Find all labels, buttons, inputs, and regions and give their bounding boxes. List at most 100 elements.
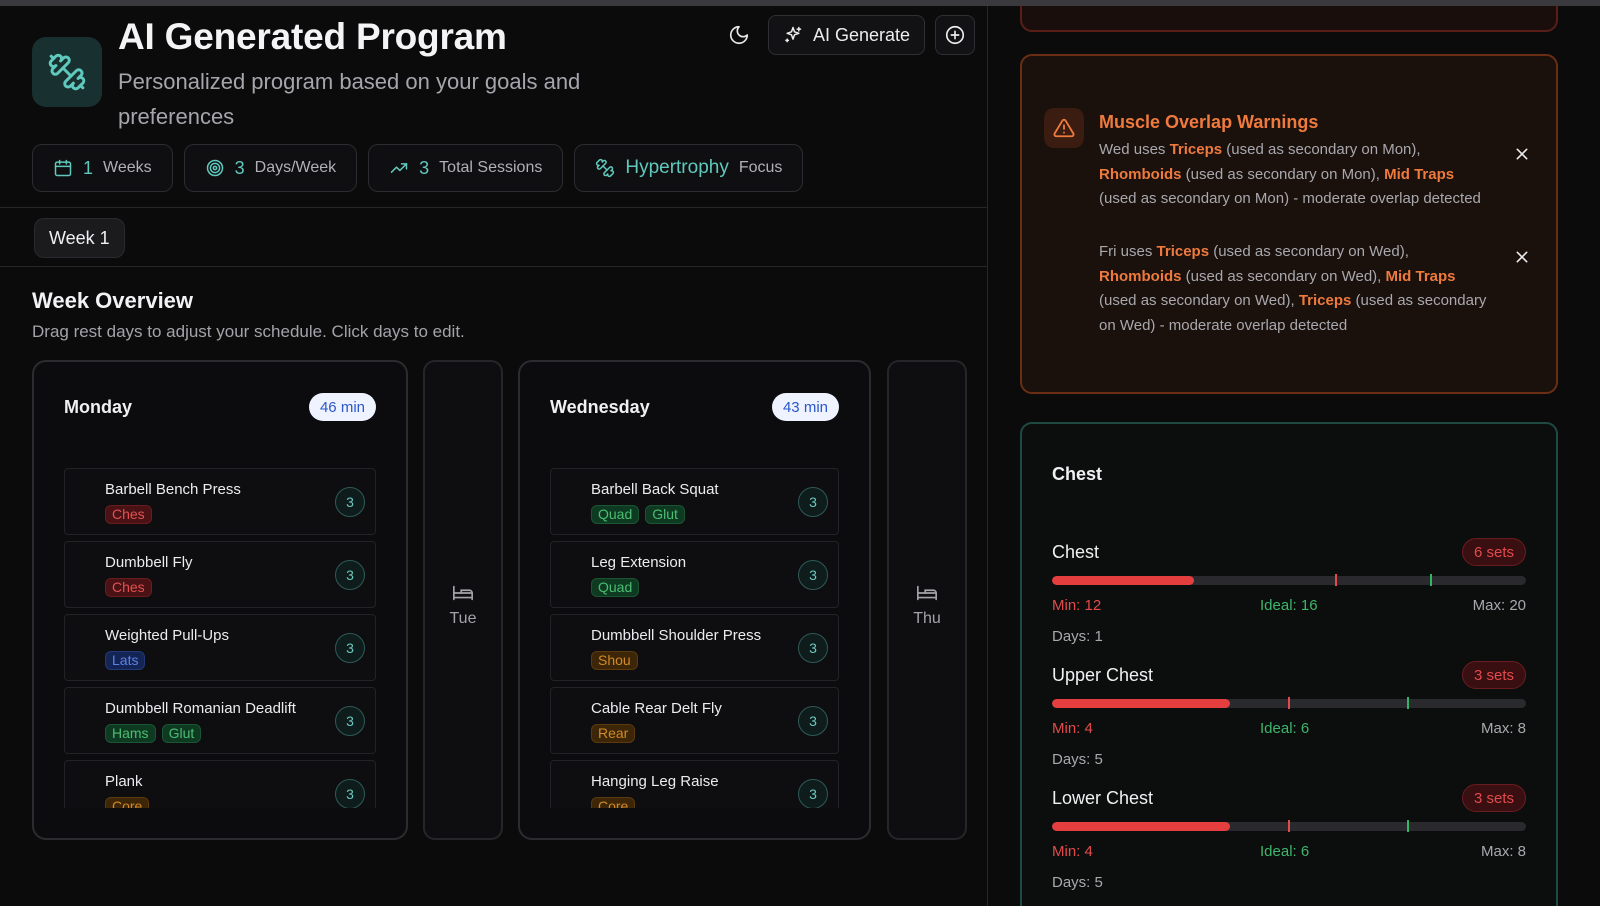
- sparkles-icon: [785, 26, 802, 43]
- rest-day-tuesday[interactable]: Tue: [423, 360, 503, 840]
- exercise-name: Weighted Pull-Ups: [105, 627, 229, 644]
- max-label: Max: 8: [1480, 843, 1526, 860]
- exercise-item[interactable]: Barbell Back Squat Quad Glut 3: [550, 468, 839, 535]
- warning-text: Fri uses: [1099, 243, 1157, 260]
- warning-text: (used as secondary on Wed) - moderate ov…: [1099, 292, 1487, 334]
- calendar-icon: [54, 159, 72, 177]
- muscle-tag: Core: [591, 797, 636, 808]
- exercise-item[interactable]: Leg Extension Quad 3: [550, 541, 839, 608]
- volume-bar-fill: [1052, 576, 1195, 585]
- close-icon: [1516, 148, 1528, 160]
- stat-weeks-label: Weeks: [103, 159, 152, 176]
- sets-badge: 3: [335, 706, 365, 736]
- stat-weeks: 1 Weeks: [32, 144, 173, 192]
- muscle-highlight: Rhomboids: [1099, 267, 1182, 285]
- theme-toggle-button[interactable]: [720, 16, 758, 54]
- sets-badge: 3: [335, 779, 365, 808]
- week-tabs: Week 1: [0, 209, 987, 267]
- warning-text: (used as secondary on Mon),: [1222, 141, 1421, 158]
- sets-count-badge: 3 sets: [1461, 661, 1526, 689]
- sets-badge: 3: [798, 487, 828, 517]
- stat-focus-label: Focus: [738, 159, 783, 176]
- ai-generate-button[interactable]: AI Generate: [768, 15, 926, 55]
- sets-badge: 3: [335, 560, 365, 590]
- ideal-marker: [1430, 574, 1433, 586]
- exercise-item[interactable]: Dumbbell Fly Ches 3: [64, 541, 376, 608]
- tab-week-1[interactable]: Week 1: [34, 218, 125, 258]
- muscle-highlight: Mid Traps: [1385, 267, 1456, 285]
- stat-focus: Hypertrophy Focus: [574, 144, 804, 192]
- bed-icon: [917, 585, 937, 601]
- stat-sessions-label: Total Sessions: [439, 159, 543, 176]
- page-subtitle: Personalized program based on your goals…: [118, 69, 581, 129]
- stat-weeks-value: 1: [83, 157, 94, 178]
- duration-badge: 46 min: [308, 393, 376, 421]
- dumbbell-icon: [596, 158, 615, 178]
- muscle-overlap-warnings: Muscle Overlap Warnings Wed uses Triceps…: [1020, 54, 1558, 394]
- volume-card-title: Chest: [1052, 464, 1103, 484]
- muscle-group-name: Lower Chest: [1052, 788, 1154, 808]
- exercise-name: Dumbbell Romanian Deadlift: [105, 700, 296, 717]
- ideal-label: Ideal: 16: [1260, 597, 1318, 614]
- days-label: Days: 1: [1052, 628, 1103, 645]
- min-marker: [1335, 574, 1338, 586]
- volume-card-chest: Chest Chest 6 sets Min: 12 Ideal: 16 Max…: [1020, 422, 1558, 906]
- exercise-name: Hanging Leg Raise: [591, 773, 719, 790]
- program-stats: 1 Weeks 3 Days/Week 3 Total Sessions Hyp…: [32, 144, 804, 192]
- max-label: Max: 20: [1472, 597, 1526, 614]
- page-title: AI Generated Program: [118, 16, 507, 57]
- exercise-item[interactable]: Dumbbell Shoulder Press Shou 3: [550, 614, 839, 681]
- days-label: Days: 5: [1052, 874, 1103, 891]
- warning-text: Wed uses: [1099, 141, 1170, 158]
- muscle-tag: Quad: [591, 505, 640, 524]
- dumbbell-icon: [32, 37, 102, 107]
- muscle-tag: Lats: [105, 651, 146, 670]
- muscle-highlight: Rhomboids: [1099, 165, 1182, 183]
- exercise-name: Dumbbell Fly: [105, 554, 193, 571]
- analysis-pane: Muscle Overlap Warnings Wed uses Triceps…: [989, 6, 1600, 906]
- warnings-title: Muscle Overlap Warnings: [1099, 112, 1319, 132]
- stat-sessions-value: 3: [419, 157, 430, 178]
- muscle-tag: Shou: [591, 651, 638, 670]
- muscle-highlight: Mid Traps: [1384, 165, 1455, 183]
- sets-count-badge: 3 sets: [1461, 784, 1526, 812]
- min-marker: [1288, 820, 1290, 832]
- exercise-name: Plank: [105, 773, 143, 790]
- sets-badge: 3: [798, 706, 828, 736]
- ideal-label: Ideal: 6: [1260, 720, 1310, 737]
- days-label: Days: 5: [1052, 751, 1103, 768]
- exercise-item[interactable]: Dumbbell Romanian Deadlift Hams Glut 3: [64, 687, 376, 754]
- day-card-monday[interactable]: Monday 46 min Barbell Bench Press Ches 3…: [32, 360, 408, 840]
- rest-day-thursday[interactable]: Thu: [887, 360, 967, 840]
- day-name: Monday: [64, 397, 133, 417]
- exercise-item[interactable]: Plank Core 3: [64, 760, 376, 808]
- exercise-name: Cable Rear Delt Fly: [591, 700, 722, 717]
- exercise-item[interactable]: Barbell Bench Press Ches 3: [64, 468, 376, 535]
- stat-days-value: 3: [234, 157, 245, 178]
- stat-days-label: Days/Week: [254, 159, 337, 176]
- exercise-item[interactable]: Weighted Pull-Ups Lats 3: [64, 614, 376, 681]
- exercise-item[interactable]: Hanging Leg Raise Core 3: [550, 760, 839, 808]
- min-label: Min: 12: [1052, 597, 1102, 614]
- target-icon: [206, 159, 223, 177]
- plus-circle-icon: [945, 25, 965, 45]
- muscle-group-name: Upper Chest: [1052, 665, 1154, 685]
- muscle-tag: Quad: [591, 578, 640, 597]
- add-button[interactable]: [935, 15, 976, 55]
- ideal-marker: [1406, 820, 1409, 832]
- exercise-name: Barbell Bench Press: [105, 481, 241, 498]
- day-card-wednesday[interactable]: Wednesday 43 min Barbell Back Squat Quad…: [518, 360, 871, 840]
- min-marker: [1288, 697, 1290, 709]
- muscle-tag: Ches: [105, 578, 152, 597]
- warning-text: (used as secondary on Wed),: [1209, 243, 1409, 260]
- ideal-label: Ideal: 6: [1260, 843, 1310, 860]
- trending-up-icon: [390, 163, 408, 173]
- muscle-tag: Core: [105, 797, 150, 808]
- sets-badge: 3: [798, 560, 828, 590]
- dismiss-warning-button[interactable]: [1512, 144, 1532, 164]
- dismiss-warning-button[interactable]: [1512, 247, 1532, 267]
- rest-day-label: Thu: [913, 610, 941, 627]
- exercise-item[interactable]: Cable Rear Delt Fly Rear 3: [550, 687, 839, 754]
- ai-generate-label: AI Generate: [813, 24, 911, 45]
- rest-day-label: Tue: [449, 610, 477, 627]
